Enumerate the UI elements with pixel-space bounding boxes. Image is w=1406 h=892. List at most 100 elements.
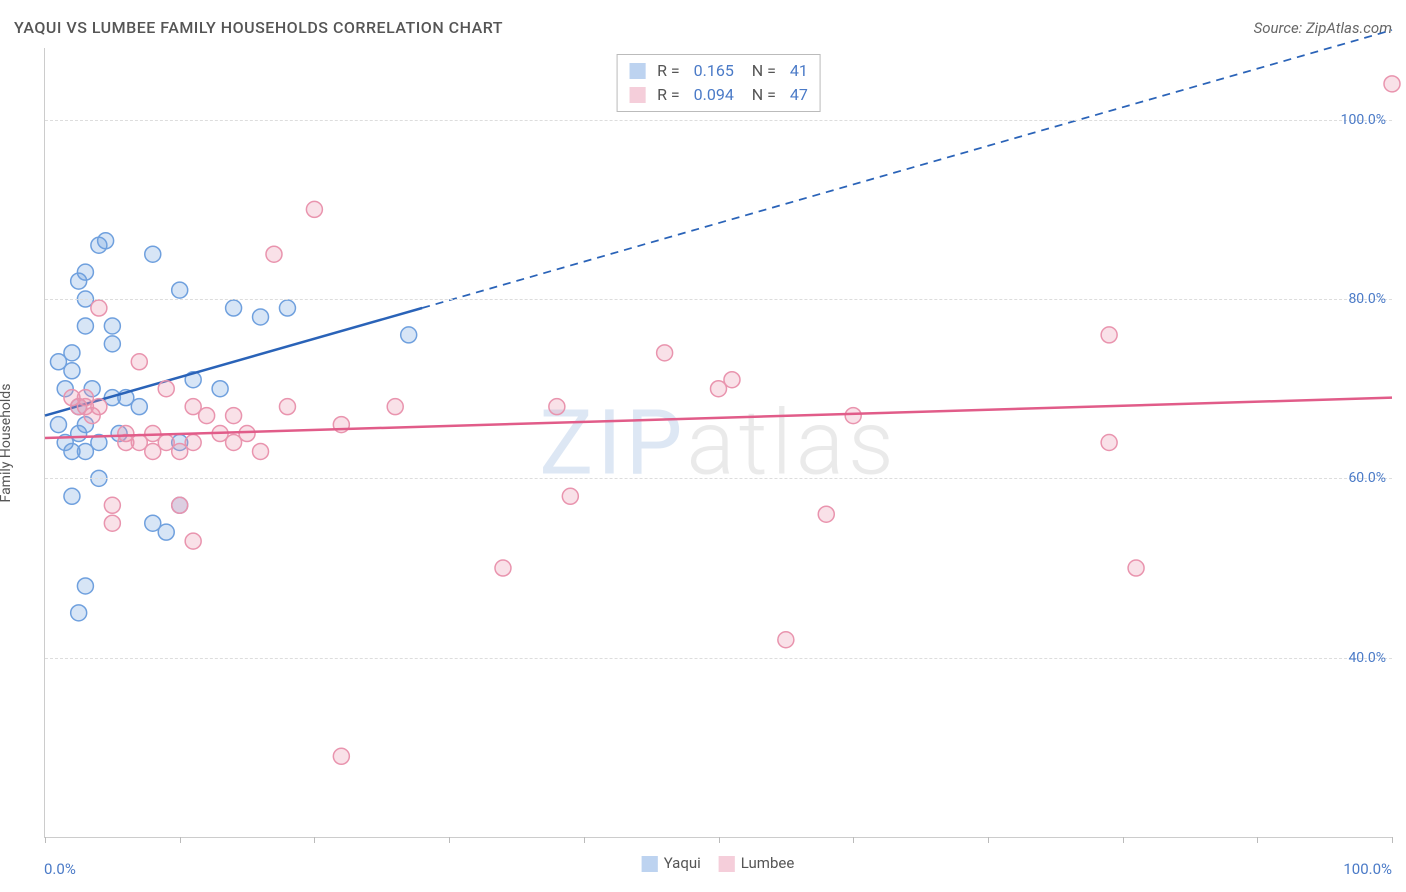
grid-line bbox=[45, 299, 1392, 300]
data-point bbox=[71, 605, 87, 621]
legend-label: Lumbee bbox=[741, 854, 795, 872]
x-tick bbox=[584, 837, 585, 843]
legend-label: Yaqui bbox=[664, 854, 701, 872]
data-point bbox=[226, 408, 242, 424]
data-point bbox=[253, 443, 269, 459]
stats-r-value: 0.165 bbox=[694, 59, 734, 83]
data-point bbox=[158, 381, 174, 397]
x-tick bbox=[988, 837, 989, 843]
data-point bbox=[1128, 560, 1144, 576]
y-tick-label: 100.0% bbox=[1341, 112, 1386, 128]
chart-container: Family Households ZIPatlas R = 0.165 N =… bbox=[14, 48, 1392, 838]
stats-n-value: 47 bbox=[790, 83, 808, 107]
plot-svg bbox=[45, 48, 1392, 837]
chart-header: YAQUI VS LUMBEE FAMILY HOUSEHOLDS CORREL… bbox=[14, 18, 1392, 37]
data-point bbox=[104, 336, 120, 352]
data-point bbox=[212, 381, 228, 397]
data-point bbox=[724, 372, 740, 388]
data-point bbox=[549, 399, 565, 415]
data-point bbox=[172, 282, 188, 298]
x-tick bbox=[719, 837, 720, 843]
data-point bbox=[131, 354, 147, 370]
data-point bbox=[1384, 76, 1400, 92]
plot-area: ZIPatlas R = 0.165 N = 41R = 0.094 N = 4… bbox=[44, 48, 1392, 838]
data-point bbox=[1101, 327, 1117, 343]
x-tick bbox=[1392, 837, 1393, 843]
stats-n-label: N = bbox=[744, 83, 780, 107]
legend-swatch bbox=[642, 856, 658, 872]
stats-n-label: N = bbox=[744, 59, 780, 83]
data-point bbox=[50, 417, 66, 433]
regression-line-extrapolated bbox=[422, 30, 1392, 308]
legend-swatch bbox=[719, 856, 735, 872]
data-point bbox=[172, 497, 188, 513]
x-axis-row: 0.0% Yaqui Lumbee 100.0% bbox=[44, 846, 1392, 876]
data-point bbox=[77, 443, 93, 459]
data-point bbox=[131, 399, 147, 415]
data-point bbox=[253, 309, 269, 325]
stats-row: R = 0.094 N = 47 bbox=[629, 83, 808, 107]
y-tick-label: 40.0% bbox=[1348, 650, 1386, 666]
stats-r-value: 0.094 bbox=[694, 83, 734, 107]
chart-title: YAQUI VS LUMBEE FAMILY HOUSEHOLDS CORREL… bbox=[14, 18, 503, 37]
data-point bbox=[71, 426, 87, 442]
data-point bbox=[562, 488, 578, 504]
data-point bbox=[104, 515, 120, 531]
data-point bbox=[279, 300, 295, 316]
data-point bbox=[104, 497, 120, 513]
data-point bbox=[845, 408, 861, 424]
grid-line bbox=[45, 478, 1392, 479]
stats-r-label: R = bbox=[657, 59, 684, 83]
grid-line bbox=[45, 658, 1392, 659]
legend-item: Yaqui bbox=[642, 854, 701, 872]
data-point bbox=[401, 327, 417, 343]
data-point bbox=[91, 399, 107, 415]
y-tick-label: 80.0% bbox=[1348, 291, 1386, 307]
data-point bbox=[387, 399, 403, 415]
data-point bbox=[104, 318, 120, 334]
data-point bbox=[226, 300, 242, 316]
data-point bbox=[77, 578, 93, 594]
data-point bbox=[495, 560, 511, 576]
x-tick bbox=[45, 837, 46, 843]
data-point bbox=[333, 748, 349, 764]
data-point bbox=[64, 363, 80, 379]
data-point bbox=[185, 533, 201, 549]
x-axis-max-label: 100.0% bbox=[1343, 860, 1392, 878]
stats-n-value: 41 bbox=[790, 59, 808, 83]
x-tick bbox=[449, 837, 450, 843]
stats-legend: R = 0.165 N = 41R = 0.094 N = 47 bbox=[616, 54, 821, 112]
data-point bbox=[77, 264, 93, 280]
data-point bbox=[239, 426, 255, 442]
stats-r-label: R = bbox=[657, 83, 684, 107]
data-point bbox=[778, 632, 794, 648]
regression-line bbox=[45, 398, 1392, 438]
data-point bbox=[266, 246, 282, 262]
stats-row: R = 0.165 N = 41 bbox=[629, 59, 808, 83]
data-point bbox=[98, 233, 114, 249]
x-axis-min-label: 0.0% bbox=[44, 860, 76, 878]
data-point bbox=[199, 408, 215, 424]
data-point bbox=[306, 201, 322, 217]
data-point bbox=[77, 318, 93, 334]
data-point bbox=[64, 488, 80, 504]
bottom-legend: Yaqui Lumbee bbox=[642, 854, 795, 872]
y-tick-label: 60.0% bbox=[1348, 470, 1386, 486]
data-point bbox=[1101, 435, 1117, 451]
y-axis-label: Family Households bbox=[0, 384, 14, 503]
x-tick bbox=[1123, 837, 1124, 843]
legend-item: Lumbee bbox=[719, 854, 795, 872]
x-tick bbox=[853, 837, 854, 843]
x-tick bbox=[1257, 837, 1258, 843]
data-point bbox=[64, 345, 80, 361]
grid-line bbox=[45, 120, 1392, 121]
data-point bbox=[818, 506, 834, 522]
chart-source: Source: ZipAtlas.com bbox=[1254, 19, 1392, 37]
data-point bbox=[185, 435, 201, 451]
data-point bbox=[279, 399, 295, 415]
data-point bbox=[158, 524, 174, 540]
x-tick bbox=[180, 837, 181, 843]
data-point bbox=[657, 345, 673, 361]
data-point bbox=[145, 246, 161, 262]
data-point bbox=[91, 300, 107, 316]
